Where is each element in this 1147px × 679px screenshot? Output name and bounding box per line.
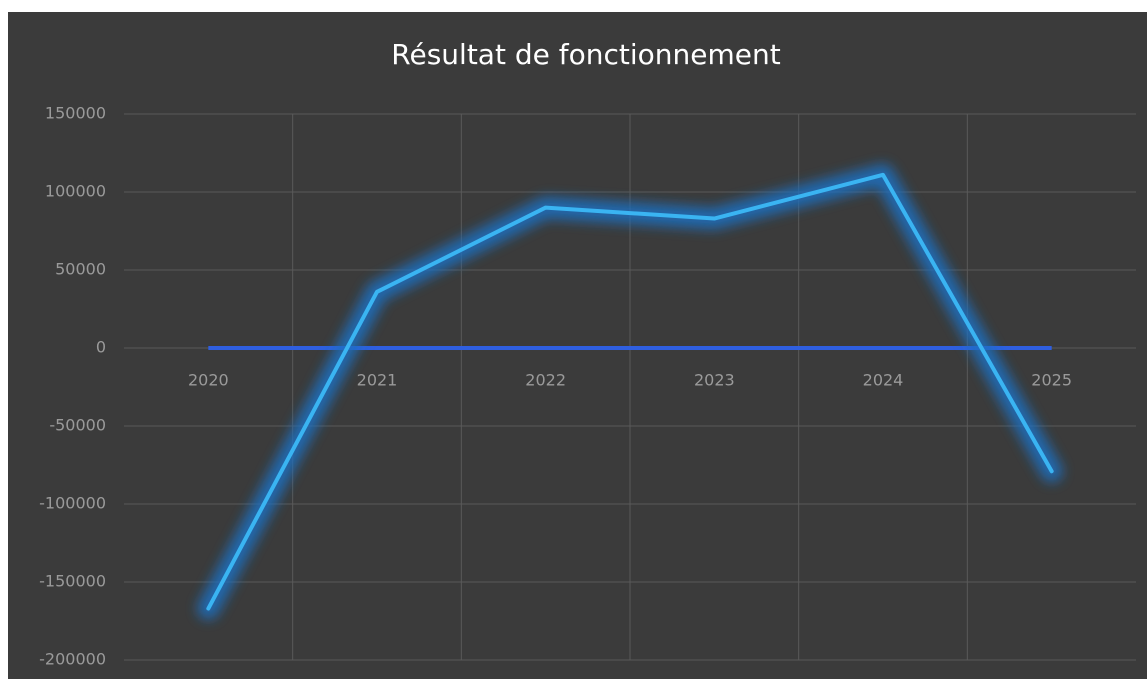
y-tick-label: -150000: [39, 572, 106, 591]
x-tick-label: 2023: [694, 371, 735, 390]
chart-title: Résultat de fonctionnement: [391, 38, 780, 71]
y-tick-label: -100000: [39, 494, 106, 513]
x-tick-label: 2020: [188, 371, 229, 390]
x-tick-label: 2024: [863, 371, 904, 390]
x-tick-label: 2021: [357, 371, 398, 390]
y-tick-label: -200000: [39, 650, 106, 669]
y-tick-label: 150000: [45, 104, 106, 123]
x-tick-label: 2025: [1031, 371, 1072, 390]
y-tick-label: 100000: [45, 182, 106, 201]
line: [206, 172, 1054, 611]
y-tick-label: -50000: [49, 416, 106, 435]
y-tick-label: 50000: [55, 260, 106, 279]
y-tick-label: 0: [96, 338, 106, 357]
x-tick-label: 2022: [525, 371, 566, 390]
